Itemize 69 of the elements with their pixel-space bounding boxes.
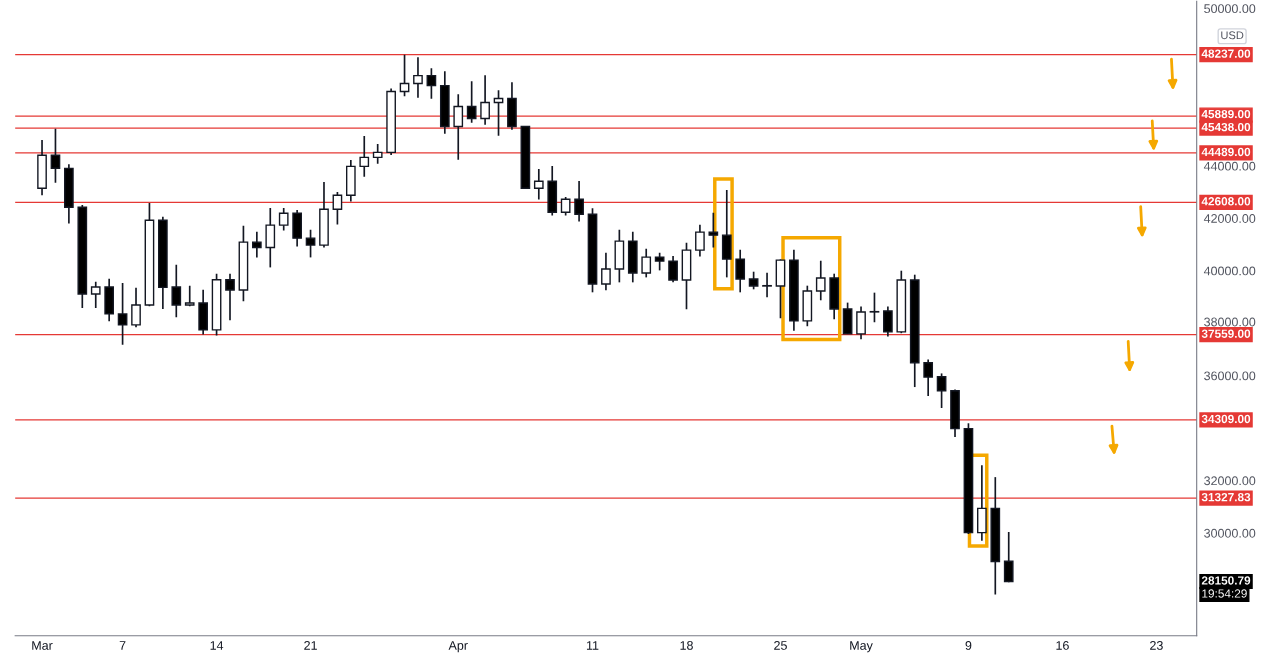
candlestick xyxy=(305,229,316,259)
candlestick xyxy=(372,143,383,165)
y-tick-label: 32000.00 xyxy=(1204,476,1256,486)
x-tick-label: 18 xyxy=(680,641,693,650)
candlestick xyxy=(480,74,490,126)
candlestick xyxy=(601,251,611,292)
y-tick-label: 44000.00 xyxy=(1203,161,1256,171)
candlestick xyxy=(923,358,934,397)
candlestick xyxy=(225,272,235,322)
ref-line-label: 34309.00 xyxy=(1201,414,1251,424)
candlestick xyxy=(453,93,464,161)
ref-line-label: 42608.00 xyxy=(1201,197,1251,206)
candlestick xyxy=(883,305,893,338)
candlestick xyxy=(533,168,544,201)
candlestick xyxy=(251,230,262,259)
text: 19:54:29 xyxy=(1202,589,1247,598)
x-tick-label: 21 xyxy=(304,641,317,650)
candlestick xyxy=(171,263,182,319)
x-tick-label: Mar xyxy=(32,641,53,650)
candlestick xyxy=(493,89,504,137)
candlestick xyxy=(131,286,141,329)
ref-line-label: 48237.00 xyxy=(1201,49,1251,58)
y-tick-label: 50000.00 xyxy=(1204,4,1256,14)
candlestick xyxy=(641,247,652,279)
x-tick-label: 11 xyxy=(586,641,599,650)
text: 28150.79 xyxy=(1201,576,1251,585)
ref-line-label: 37559.00 xyxy=(1201,329,1251,338)
candlestick xyxy=(668,255,678,284)
candlestick xyxy=(936,372,947,409)
y-tick-label: 30000.00 xyxy=(1204,528,1256,538)
x-tick-label: 23 xyxy=(1150,641,1163,650)
candlestick xyxy=(1003,531,1014,584)
candlestick xyxy=(413,56,423,99)
ref-line-label: 45438.00 xyxy=(1201,122,1251,132)
ref-line-label: 45889.00 xyxy=(1201,109,1251,119)
x-tick-label: 14 xyxy=(210,641,224,650)
candlestick xyxy=(560,196,571,217)
y-tick-label: 40000.00 xyxy=(1203,266,1256,276)
candlestick xyxy=(815,259,826,302)
candlestick xyxy=(278,207,289,232)
candlestick xyxy=(332,191,343,226)
candlestick xyxy=(50,127,61,184)
candlestick xyxy=(574,180,584,223)
candlestick xyxy=(90,280,101,309)
text: USD xyxy=(1221,31,1244,40)
x-tick-label: Apr xyxy=(448,641,468,653)
y-tick-label: 42000.00 xyxy=(1203,214,1256,223)
candlestick xyxy=(265,207,276,269)
ref-line-label: 31327.83 xyxy=(1201,492,1251,502)
candlestick xyxy=(735,248,746,294)
ref-line-label: 44489.00 xyxy=(1201,147,1251,157)
x-tick-label: May xyxy=(850,641,873,653)
candlestick xyxy=(762,271,772,299)
candlestick xyxy=(426,67,437,100)
x-tick-label: 16 xyxy=(1056,641,1069,650)
x-tick-label: 7 xyxy=(119,641,126,650)
candlestick xyxy=(359,135,370,178)
candlestick xyxy=(869,291,880,324)
candlestick xyxy=(695,223,705,258)
y-tick-label: 38000.00 xyxy=(1204,317,1256,327)
candlestick xyxy=(708,212,719,249)
candlestick xyxy=(399,53,410,98)
y-tick-label: 36000.00 xyxy=(1204,371,1256,381)
x-tick-label: 25 xyxy=(774,641,787,650)
x-tick-label: 9 xyxy=(965,641,972,650)
candlestick xyxy=(856,305,866,341)
candlestick xyxy=(721,189,732,279)
candlestick xyxy=(117,282,128,346)
candlestick xyxy=(466,80,477,124)
